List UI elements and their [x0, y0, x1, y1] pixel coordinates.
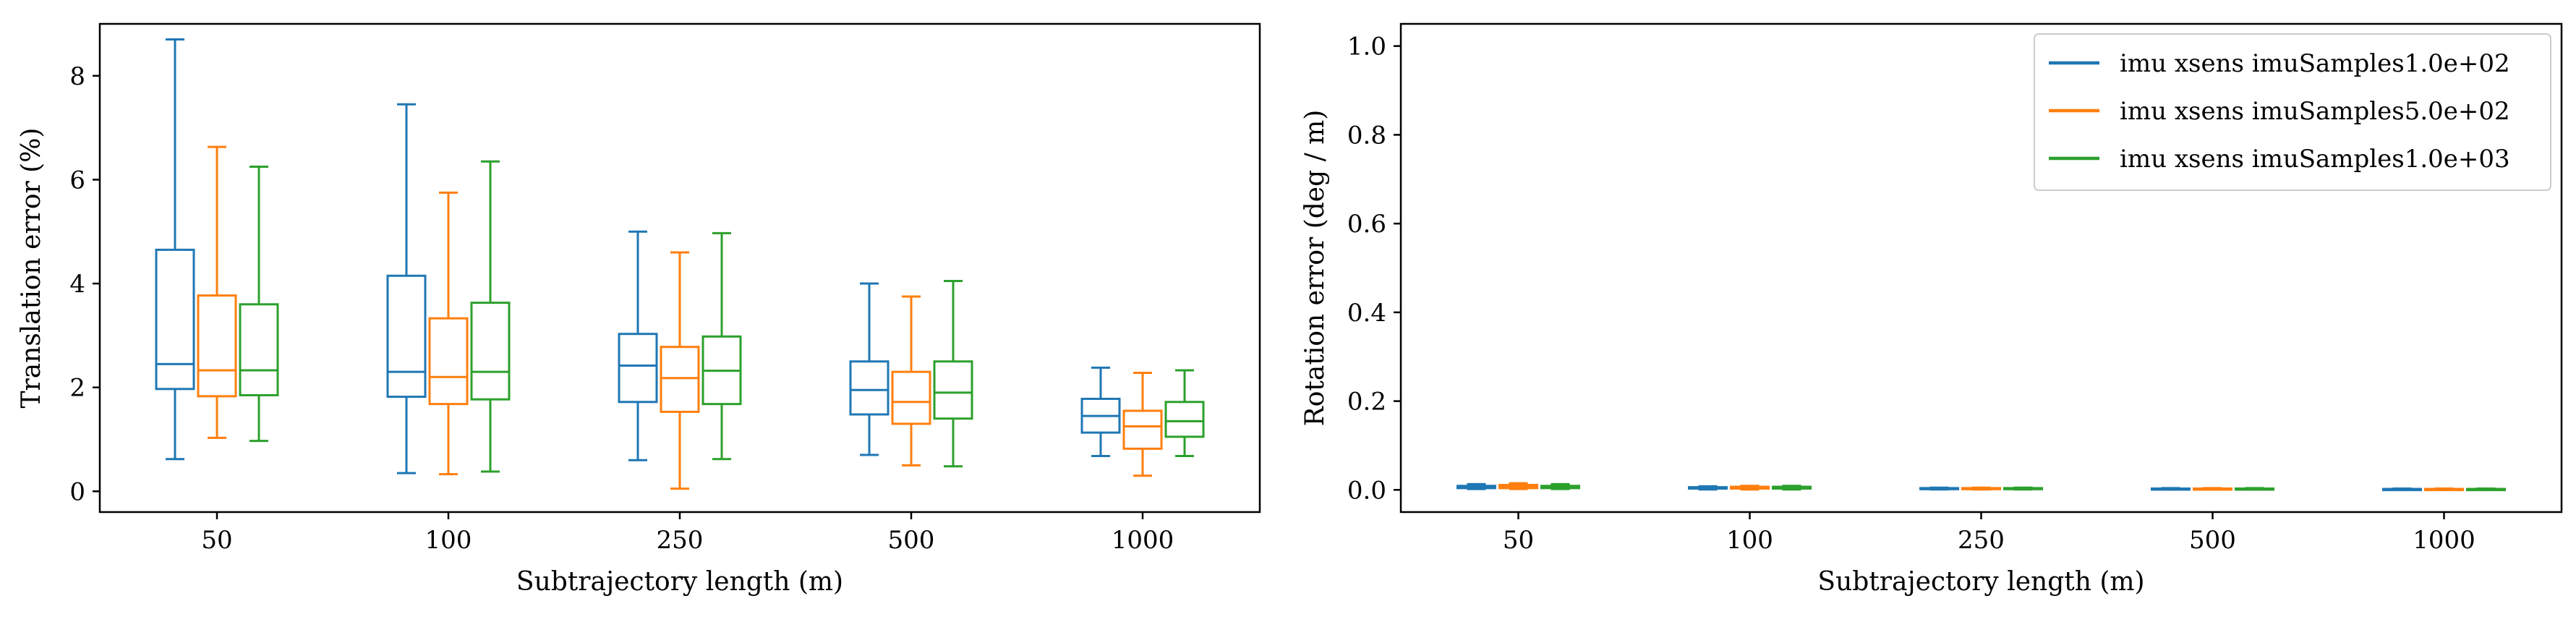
iqr-box: [155, 248, 195, 391]
x-tick-label: 250: [657, 526, 704, 555]
y-tick-label: 4: [69, 270, 85, 299]
y-tick-label: 8: [69, 62, 85, 91]
box-imu-xsens-imusamples1-0e-02-500: [849, 282, 890, 456]
box-imu-xsens-imusamples1-0e-03-500: [933, 279, 973, 468]
y-axis-label: Translation error (%): [17, 128, 46, 409]
y-tick-label: 0.0: [1347, 476, 1386, 505]
box-imu-xsens-imusamples5-0e-02-100: [428, 191, 469, 476]
box-imu-xsens-imusamples1-0e-03-250: [2003, 486, 2043, 491]
box-imu-xsens-imusamples1-0e-02-50: [155, 38, 195, 461]
x-tick-label: 250: [1958, 526, 2005, 555]
iqr-box: [239, 303, 279, 396]
iqr-box: [849, 360, 890, 416]
y-tick-label: 2: [69, 374, 85, 403]
box-imu-xsens-imusamples1-0e-03-100: [1772, 485, 1812, 491]
box-imu-xsens-imusamples5-0e-02-1000: [1122, 372, 1163, 477]
legend-entry: imu xsens imuSamples5.0e+02: [2120, 97, 2510, 126]
box-imu-xsens-imusamples1-0e-03-1000: [2466, 487, 2506, 492]
rotation-error-panel: 0.0 0.2 0.4 0.6 0.8 1.0 50 100 250 500 1000 Subtraj…: [1300, 22, 2563, 597]
box-imu-xsens-imusamples1-0e-02-1000: [2382, 487, 2422, 492]
box-imu-xsens-imusamples5-0e-02-50: [197, 145, 237, 439]
y-tick-label: 0: [69, 477, 85, 506]
x-axis-label: Subtrajectory length (m): [1817, 567, 2144, 597]
legend-entry: imu xsens imuSamples1.0e+02: [2120, 49, 2510, 78]
iqr-box: [891, 370, 931, 425]
x-tick-label: 1000: [1112, 526, 1174, 555]
box-imu-xsens-imusamples1-0e-03-250: [701, 231, 742, 461]
y-tick-label: 1.0: [1347, 33, 1386, 61]
iqr-box: [660, 346, 700, 413]
box-imu-xsens-imusamples1-0e-03-100: [470, 160, 511, 473]
iqr-box: [428, 317, 469, 406]
iqr-box: [386, 274, 427, 399]
box-imu-xsens-imusamples5-0e-02-250: [1961, 486, 2001, 491]
box-imu-xsens-imusamples5-0e-02-50: [1498, 482, 1538, 490]
box-imu-xsens-imusamples5-0e-02-100: [1730, 485, 1770, 491]
translation-error-panel: 0 2 4 6 8 50 100 250 500 1000 Subtrajectory length…: [17, 22, 1261, 597]
x-tick-label: 1000: [2413, 526, 2475, 555]
box-imu-xsens-imusamples1-0e-02-100: [386, 103, 427, 474]
iqr-box: [470, 302, 511, 401]
legend-entry: imu xsens imuSamples1.0e+03: [2120, 145, 2510, 174]
iqr-box: [1122, 409, 1163, 450]
box-imu-xsens-imusamples1-0e-02-500: [2151, 487, 2191, 491]
box-imu-xsens-imusamples1-0e-02-100: [1688, 485, 1728, 491]
box-imu-xsens-imusamples1-0e-03-50: [1540, 482, 1580, 490]
y-tick-label: 0.2: [1347, 388, 1386, 417]
box-imu-xsens-imusamples1-0e-03-50: [239, 165, 279, 443]
iqr-box: [1164, 401, 1205, 438]
y-tick-label: 6: [69, 166, 85, 195]
y-tick-label: 0.6: [1347, 210, 1386, 239]
iqr-box: [197, 294, 237, 398]
x-tick-label: 500: [888, 526, 935, 555]
box-imu-xsens-imusamples1-0e-02-250: [618, 230, 658, 461]
iqr-box: [933, 360, 973, 420]
box-imu-xsens-imusamples1-0e-03-500: [2235, 487, 2274, 491]
y-tick-label: 0.8: [1347, 121, 1386, 150]
x-axis-label: Subtrajectory length (m): [516, 567, 843, 597]
x-tick-label: 100: [1726, 526, 1773, 555]
box-imu-xsens-imusamples1-0e-02-1000: [1080, 366, 1121, 457]
y-axis-label: Rotation error (deg / m): [1300, 110, 1330, 427]
box-imu-xsens-imusamples5-0e-02-250: [660, 251, 700, 490]
iqr-box: [618, 333, 658, 404]
x-tick-label: 50: [201, 526, 232, 555]
x-tick-label: 50: [1503, 526, 1534, 555]
box-imu-xsens-imusamples1-0e-02-50: [1457, 482, 1496, 490]
legend: imu xsens imuSamples1.0e+02 imu xsens imu…: [2034, 33, 2551, 191]
box-imu-xsens-imusamples5-0e-02-500: [891, 295, 931, 466]
box-imu-xsens-imusamples5-0e-02-1000: [2424, 487, 2464, 492]
x-tick-label: 500: [2189, 526, 2236, 555]
legend-frame: [2034, 33, 2551, 191]
box-imu-xsens-imusamples1-0e-03-1000: [1164, 369, 1205, 457]
box-imu-xsens-imusamples5-0e-02-500: [2193, 487, 2232, 491]
box-imu-xsens-imusamples1-0e-02-250: [1919, 486, 1959, 491]
x-tick-label: 100: [425, 526, 472, 555]
y-tick-label: 0.4: [1347, 299, 1386, 328]
